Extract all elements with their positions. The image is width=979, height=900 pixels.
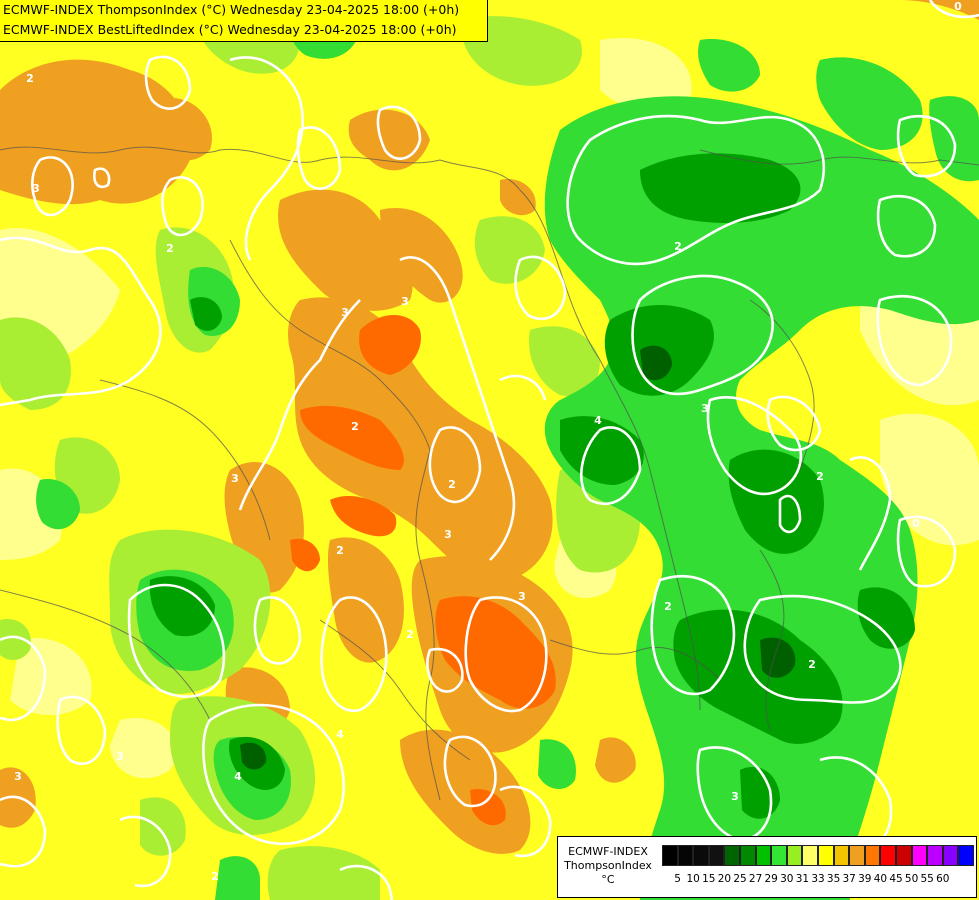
contour-labels: 2 3 2 3 3 2 3 2 3 2 2 3 2 4 0 3 2 3 2 4 … bbox=[14, 0, 962, 883]
legend-unit: °C bbox=[601, 873, 615, 886]
legend-swatch bbox=[849, 845, 865, 866]
deep-green-areas bbox=[240, 345, 796, 770]
contour-label: 4 bbox=[336, 728, 344, 741]
legend-tick-label: 35 bbox=[826, 873, 841, 885]
legend-tick-label: 40 bbox=[873, 873, 888, 885]
contour-label: 3 bbox=[14, 770, 22, 783]
color-legend: ECMWF-INDEX ThompsonIndex °C 5 10 15 20 25 27… bbox=[557, 836, 977, 898]
legend-swatch bbox=[942, 845, 959, 866]
contour-label: 2 bbox=[448, 478, 456, 491]
dark-orange-areas bbox=[290, 315, 556, 826]
legend-swatch bbox=[693, 845, 709, 866]
legend-tick-label: 15 bbox=[702, 873, 716, 885]
legend-parameter: ThompsonIndex bbox=[564, 859, 652, 872]
contour-label: 3 bbox=[401, 295, 409, 308]
legend-swatch bbox=[739, 845, 756, 866]
legend-swatch bbox=[724, 845, 740, 866]
legend-tick-label: 37 bbox=[842, 873, 856, 885]
contour-label: 3 bbox=[341, 306, 349, 319]
legend-tick-label: 45 bbox=[889, 873, 903, 885]
contour-label: 2 bbox=[664, 600, 672, 613]
legend-swatch bbox=[911, 845, 928, 866]
legend-swatch bbox=[895, 845, 912, 866]
contour-label: 3 bbox=[231, 472, 239, 485]
contour-label: 2 bbox=[26, 72, 34, 85]
legend-tick-label: 55 bbox=[920, 873, 934, 885]
legend-swatch bbox=[927, 845, 943, 866]
legend-swatch bbox=[833, 845, 850, 866]
legend-swatch bbox=[802, 845, 818, 866]
country-borders bbox=[0, 146, 979, 801]
legend-label: ECMWF-INDEX ThompsonIndex °C bbox=[560, 845, 656, 887]
legend-tick-label: 25 bbox=[733, 873, 747, 885]
legend-tick-label: 31 bbox=[795, 873, 810, 885]
contour-label: 3 bbox=[731, 790, 739, 803]
title-line-thompson: ECMWF-INDEX ThompsonIndex (°C) Wednesday… bbox=[3, 2, 460, 17]
contour-label: 2 bbox=[166, 242, 174, 255]
contour-label: 4 bbox=[234, 770, 242, 783]
legend-swatch bbox=[817, 845, 834, 866]
legend-tick-label: 10 bbox=[686, 873, 700, 885]
contour-label: 2 bbox=[816, 470, 824, 483]
legend-swatch bbox=[786, 845, 803, 866]
contour-label: 4 bbox=[594, 414, 602, 427]
contour-label: 3 bbox=[32, 182, 40, 195]
contour-label: 3 bbox=[701, 402, 709, 415]
legend-swatch bbox=[708, 845, 725, 866]
legend-tick-label: 5 bbox=[674, 873, 681, 885]
legend-tick-label: 29 bbox=[764, 873, 778, 885]
contour-label: 2 bbox=[211, 870, 219, 883]
legend-tick-label: 50 bbox=[904, 873, 919, 885]
contour-label: 2 bbox=[406, 628, 414, 641]
contour-label: 0 bbox=[954, 0, 962, 13]
legend-tick-label: 27 bbox=[748, 873, 763, 885]
legend-swatch bbox=[662, 845, 678, 866]
map-title: ECMWF-INDEX ThompsonIndex (°C) Wednesday… bbox=[0, 0, 488, 42]
contour-label: 2 bbox=[808, 658, 816, 671]
legend-swatch bbox=[755, 845, 772, 866]
contour-label: 2 bbox=[351, 420, 359, 433]
legend-tick-label: 20 bbox=[717, 873, 732, 885]
legend-swatch bbox=[864, 845, 881, 866]
contour-label: 0 bbox=[912, 517, 920, 530]
contour-label: 3 bbox=[116, 750, 124, 763]
contour-label: 3 bbox=[518, 590, 526, 603]
title-line-lifted: ECMWF-INDEX BestLiftedIndex (°C) Wednesd… bbox=[3, 22, 457, 37]
contour-label: 2 bbox=[336, 544, 344, 557]
legend-swatch bbox=[677, 845, 694, 866]
legend-tick-label: 60 bbox=[936, 873, 950, 885]
legend-swatch bbox=[958, 845, 974, 866]
legend-tick-label: 39 bbox=[858, 873, 872, 885]
contour-label: 3 bbox=[444, 528, 452, 541]
contour-label: 2 bbox=[674, 240, 682, 253]
legend-color-bar bbox=[662, 845, 974, 866]
legend-swatch bbox=[771, 845, 787, 866]
legend-swatch bbox=[880, 845, 896, 866]
legend-tick-label: 30 bbox=[780, 873, 794, 885]
legend-tick-label: 33 bbox=[811, 873, 825, 885]
legend-model: ECMWF-INDEX bbox=[568, 845, 648, 858]
